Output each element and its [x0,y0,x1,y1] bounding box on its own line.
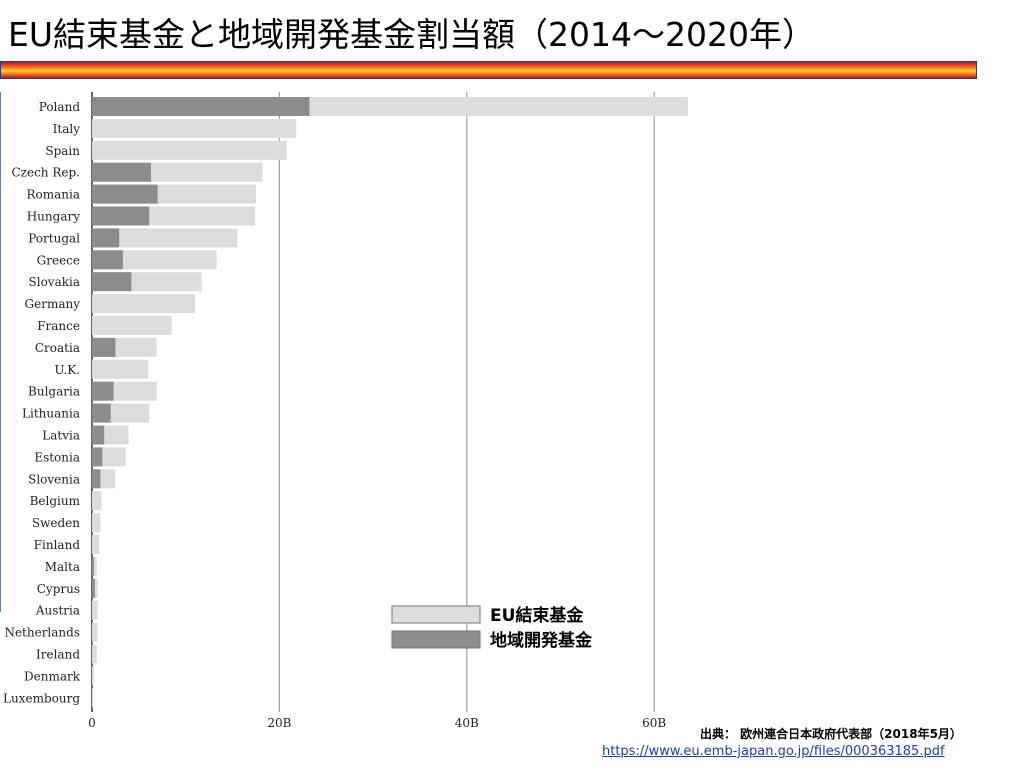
bar-cohesion-26 [92,666,94,686]
country-label: Belgium [30,494,81,508]
left-edge-line [0,92,1,612]
country-label: Poland [39,100,81,114]
bar-regional-17 [92,469,101,489]
legend-label-1: 地域開発基金 [490,630,593,651]
bar-regional-4 [92,184,158,204]
bar-cohesion-25 [92,644,97,664]
country-label: Italy [53,122,81,136]
country-label: Austria [35,604,80,618]
bar-regional-22 [92,578,95,598]
bar-cohesion-10 [92,316,172,335]
bar-regional-7 [92,250,123,270]
country-label: Slovakia [29,275,80,289]
country-label: Greece [37,253,80,267]
bar-regional-3 [92,162,152,182]
legend-swatch-1 [391,630,481,649]
bar-regional-6 [92,228,120,248]
x-tick-label: 0 [88,716,96,730]
source-citation: 出典： 欧州連合日本政府代表部（2018年5月） [700,727,962,741]
x-tick-label: 20B [267,716,291,730]
country-label: Finland [34,538,81,552]
legend-label-0: EU結束基金 [490,605,584,626]
bar-regional-0 [92,97,310,116]
bar-cohesion-7 [92,250,217,270]
country-label: Latvia [42,429,80,443]
bar-regional-5 [92,206,150,226]
slide-title: EU結束基金と地域開発基金割当額（2014～2020年） [8,15,815,54]
bar-cohesion-18 [92,491,102,511]
bar-regional-15 [92,425,105,445]
country-label: Hungary [27,210,80,224]
country-label: Romania [26,188,80,202]
legend-swatch-0 [391,605,481,624]
country-label: Netherlands [4,626,80,640]
country-label: Czech Rep. [11,166,80,180]
country-label: Croatia [35,341,80,355]
bar-cohesion-12 [92,359,149,379]
country-label: Estonia [34,450,80,464]
x-tick-label: 60B [642,716,666,730]
label-layer: 0 20B 40B 60B Poland Italy Spain Czech Rep. Roma… [3,100,666,730]
bar-regional-14 [92,403,111,423]
bar-cohesion-2 [92,140,287,160]
bar-cohesion-21 [92,556,97,576]
bar-cohesion-23 [92,600,98,620]
country-label: Portugal [28,231,80,245]
country-label: Sweden [32,516,80,530]
bar-regional-16 [92,447,103,467]
country-label: Denmark [24,669,81,683]
country-label: Cyprus [37,582,80,596]
bar-cohesion-6 [92,228,238,248]
country-label: U.K. [54,363,80,377]
x-tick-label: 40B [455,716,479,730]
bar-regional-13 [92,381,114,401]
bar-regional-8 [92,272,132,292]
country-label: Spain [45,144,80,158]
source-url-link[interactable]: https://www.eu.emb-japan.go.jp/files/000… [602,744,945,759]
bar-cohesion-20 [92,535,100,554]
country-label: Lithuania [22,407,80,421]
country-label: Germany [25,297,81,311]
bar-cohesion-27 [92,688,93,708]
title-decoration-bar [0,61,977,79]
country-label: Bulgaria [28,385,80,399]
bar-regional-21 [92,556,94,576]
country-label: France [37,319,80,333]
country-label: Luxembourg [3,691,80,705]
country-label: Slovenia [28,472,80,486]
bar-layer [92,97,688,708]
bar-cohesion-24 [92,622,98,642]
country-label: Ireland [36,648,80,662]
bar-cohesion-9 [92,294,196,314]
bar-cohesion-1 [92,118,297,138]
bar-cohesion-19 [92,513,101,533]
bar-cohesion-22 [92,578,98,598]
country-label: Malta [45,560,80,574]
bar-regional-11 [92,337,116,357]
